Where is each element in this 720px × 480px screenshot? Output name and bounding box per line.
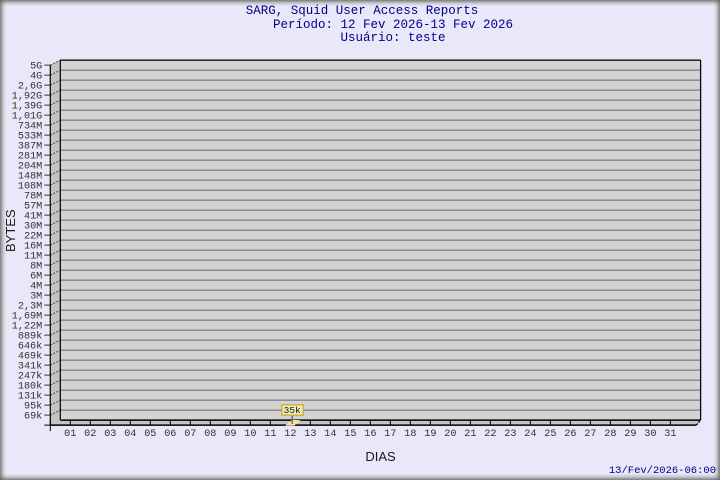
svg-text:27: 27: [584, 429, 596, 440]
svg-text:31: 31: [664, 429, 676, 440]
svg-text:11: 11: [264, 429, 276, 440]
svg-text:25: 25: [544, 429, 556, 440]
svg-text:14: 14: [324, 429, 336, 440]
svg-text:20: 20: [444, 429, 456, 440]
svg-text:29: 29: [624, 429, 636, 440]
svg-text:15: 15: [344, 429, 356, 440]
svg-text:17: 17: [384, 429, 396, 440]
svg-text:02: 02: [84, 429, 96, 440]
svg-text:01: 01: [64, 429, 76, 440]
svg-text:05: 05: [144, 429, 156, 440]
svg-text:19: 19: [424, 429, 436, 440]
svg-text:03: 03: [104, 429, 116, 440]
svg-text:12: 12: [284, 429, 296, 440]
svg-text:21: 21: [464, 429, 476, 440]
svg-text:07: 07: [184, 429, 196, 440]
svg-text:09: 09: [224, 429, 236, 440]
svg-text:35k: 35k: [284, 405, 301, 416]
svg-text:23: 23: [504, 429, 516, 440]
svg-text:13: 13: [304, 429, 316, 440]
svg-text:06: 06: [164, 429, 176, 440]
svg-text:08: 08: [204, 429, 216, 440]
svg-text:24: 24: [524, 429, 536, 440]
svg-text:28: 28: [604, 429, 616, 440]
svg-text:69k: 69k: [24, 410, 42, 422]
svg-text:30: 30: [644, 429, 656, 440]
svg-text:18: 18: [404, 429, 416, 440]
svg-text:10: 10: [244, 429, 256, 440]
svg-text:16: 16: [364, 429, 376, 440]
svg-text:26: 26: [564, 429, 576, 440]
svg-text:22: 22: [484, 429, 496, 440]
svg-text:04: 04: [124, 429, 136, 440]
